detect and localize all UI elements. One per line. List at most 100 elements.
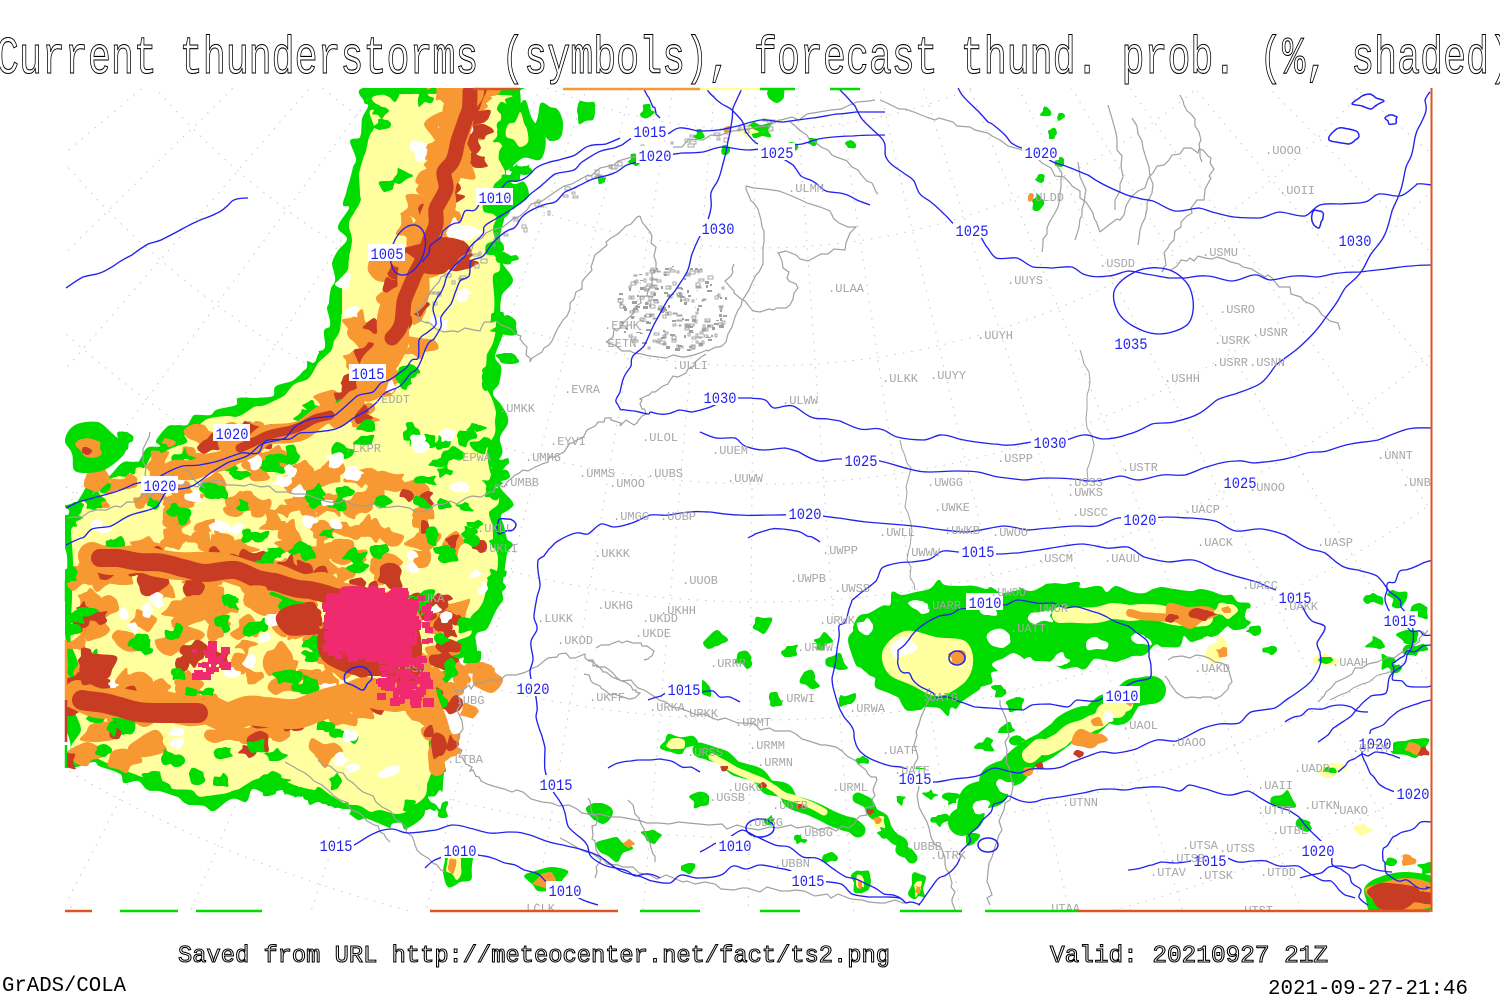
svg-text:.USCC: .USCC [1072, 506, 1108, 520]
svg-text:.UUOB: .UUOB [682, 574, 718, 588]
svg-text:1015: 1015 [352, 366, 385, 384]
svg-text:1020: 1020 [216, 426, 249, 444]
svg-text:1015: 1015 [792, 873, 825, 891]
svg-text:.UUBS: .UUBS [647, 467, 683, 481]
svg-text:.USRK: .USRK [1214, 334, 1251, 348]
svg-text:.UADD: .UADD [1294, 762, 1330, 776]
svg-text:.UASP: .UASP [1317, 536, 1353, 550]
svg-text:GrADS/COLA: GrADS/COLA [2, 975, 126, 998]
svg-text:.UBG: .UBG [456, 694, 485, 708]
svg-text:.ULLI: .ULLI [672, 359, 708, 373]
svg-text:EETN: EETN [608, 337, 637, 351]
svg-text:1015: 1015 [540, 777, 573, 795]
svg-text:.UWPP: .UWPP [822, 544, 858, 558]
svg-text:.USRO: .USRO [1219, 303, 1255, 317]
svg-text:.UATT: .UATT [1010, 622, 1046, 636]
svg-text:.UUYH: .UUYH [977, 329, 1013, 343]
svg-text:.USTR: .USTR [1122, 461, 1158, 475]
svg-text:1025: 1025 [1224, 475, 1257, 493]
svg-text:.UNBB: .UNBB [1402, 476, 1438, 490]
svg-text:.UTKN: .UTKN [1304, 799, 1340, 813]
svg-text:.URMM: .URMM [749, 739, 785, 753]
svg-text:.URMT: .URMT [735, 716, 771, 730]
svg-text:.USNN: .USNN [1249, 356, 1285, 370]
svg-text:.UTDD: .UTDD [1260, 866, 1296, 880]
svg-text:.UAKD: .UAKD [1194, 662, 1230, 676]
svg-text:.URSS: .URSS [687, 746, 723, 760]
svg-text:Valid: 20210927 21Z: Valid: 20210927 21Z [1050, 943, 1328, 970]
svg-text:.UMBB: .UMBB [503, 476, 539, 490]
svg-text:.UKFF: .UKFF [589, 691, 625, 705]
svg-text:.UMKK: .UMKK [499, 402, 536, 416]
svg-text:.UFTM: .UFTM [1352, 742, 1388, 756]
svg-text:.UWSS: .UWSS [834, 582, 870, 596]
svg-text:.USDD: .USDD [1099, 257, 1135, 271]
svg-text:.URKA: .URKA [649, 701, 686, 715]
svg-text:.UWOO: .UWOO [992, 526, 1028, 540]
svg-text:.UTAA: .UTAA [1044, 902, 1081, 916]
svg-text:.USMU: .USMU [1202, 246, 1238, 260]
svg-text:.UMOO: .UMOO [609, 477, 645, 491]
svg-text:1025: 1025 [761, 145, 794, 163]
svg-text:1025: 1025 [956, 223, 989, 241]
svg-text:.UKKK: .UKKK [594, 547, 631, 561]
svg-text:.UWPB: .UWPB [790, 572, 826, 586]
svg-text:.UAAH: .UAAH [1332, 656, 1368, 670]
svg-text:1020: 1020 [1124, 512, 1157, 530]
svg-text:.UACP: .UACP [1184, 503, 1220, 517]
svg-text:1010: 1010 [719, 838, 752, 856]
svg-text:.ULKK: .ULKK [882, 372, 919, 386]
svg-text:.UUEM: .UUEM [712, 444, 748, 458]
svg-text:.UUWW: .UUWW [727, 472, 764, 486]
svg-text:.URML: .URML [832, 781, 868, 795]
svg-text:1020: 1020 [789, 506, 822, 524]
svg-text:.URWA: .URWA [849, 702, 886, 716]
svg-text:1030: 1030 [1339, 233, 1372, 251]
svg-text:Current thunderstorms (symbols: Current thunderstorms (symbols), forecas… [0, 29, 1500, 89]
svg-text:.USRR: .USRR [1212, 356, 1248, 370]
svg-text:1020: 1020 [144, 478, 177, 496]
svg-text:1015: 1015 [1279, 590, 1312, 608]
svg-text:1015: 1015 [634, 124, 667, 142]
svg-text:.UWLL: .UWLL [879, 526, 915, 540]
svg-text:.UGTB: .UGTB [772, 799, 808, 813]
svg-text:.UOOO: .UOOO [1265, 144, 1301, 158]
svg-text:.UNNT: .UNNT [1377, 449, 1413, 463]
svg-text:.UUYS: .UUYS [1007, 274, 1043, 288]
svg-text:.LTBA: .LTBA [447, 753, 484, 767]
svg-text:.UDSG: .UDSG [747, 816, 783, 830]
svg-text:1030: 1030 [704, 390, 737, 408]
svg-text:.UTAV: .UTAV [1150, 866, 1187, 880]
svg-text:.UACK: .UACK [1197, 536, 1234, 550]
svg-text:.UMGG: .UMGG [613, 510, 649, 524]
svg-text:.UKHG: .UKHG [597, 599, 633, 613]
svg-text:.UBBN: .UBBN [774, 857, 810, 871]
svg-text:.URRR: .URRR [710, 657, 746, 671]
svg-text:1010: 1010 [479, 190, 512, 208]
svg-text:.UTSK: .UTSK [1197, 869, 1234, 883]
svg-text:.UTST: .UTST [1237, 904, 1273, 918]
svg-text:Saved from URL http://meteocen: Saved from URL http://meteocenter.net/fa… [178, 943, 890, 970]
svg-text:.UATE: .UATE [894, 764, 930, 778]
svg-text:.UATG: .UATG [922, 691, 958, 705]
svg-text:.USSS: .USSS [1067, 476, 1103, 490]
svg-text:.LUKK: .LUKK [537, 612, 574, 626]
svg-text:.UAOO: .UAOO [1170, 736, 1206, 750]
svg-text:1015: 1015 [1194, 853, 1227, 871]
svg-text:.UUBP: .UUBP [660, 510, 696, 524]
svg-text:.EVRA: .EVRA [564, 383, 601, 397]
svg-text:.UTSA: .UTSA [1182, 839, 1219, 853]
svg-text:.UAOL: .UAOL [1122, 719, 1158, 733]
svg-text:.UKOD: .UKOD [557, 634, 593, 648]
svg-text:1015: 1015 [668, 682, 701, 700]
svg-text:.EYVI: .EYVI [550, 435, 586, 449]
svg-text:.USPP: .USPP [997, 452, 1033, 466]
svg-text:.UWWW: .UWWW [904, 546, 941, 560]
svg-text:1020: 1020 [1302, 843, 1335, 861]
svg-text:.USHH: .USHH [1164, 372, 1200, 386]
svg-text:1010: 1010 [1106, 688, 1139, 706]
svg-text:.UATF: .UATF [882, 744, 918, 758]
svg-text:.UBBG: .UBBG [797, 826, 833, 840]
svg-text:.UAUU: .UAUU [1104, 552, 1140, 566]
svg-text:.UKHH: .UKHH [660, 604, 696, 618]
